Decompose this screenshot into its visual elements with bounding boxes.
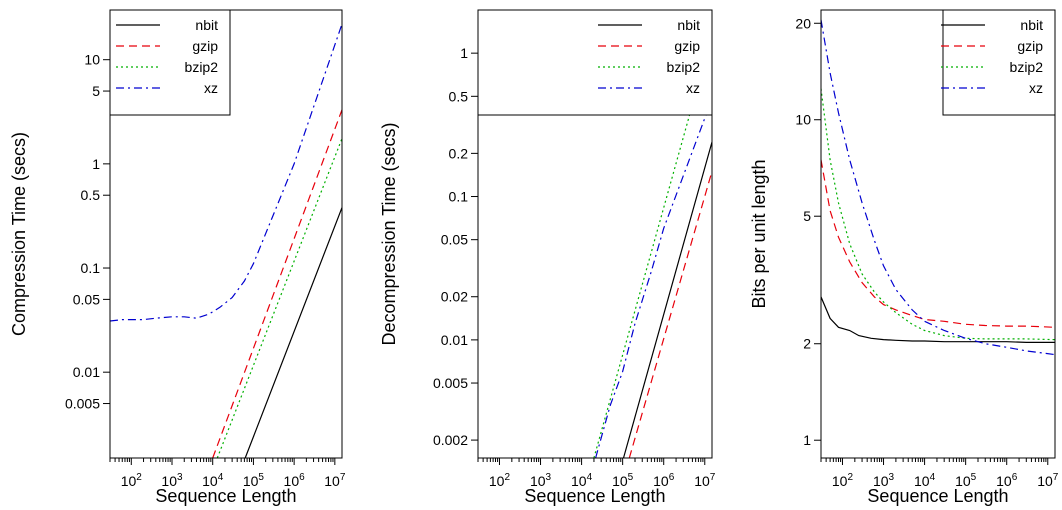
- x-tick-label: 102: [832, 472, 854, 489]
- y-tick-label: 10: [795, 112, 811, 128]
- y-tick-label: 1: [92, 156, 100, 172]
- y-tick-label: 0.2: [449, 145, 469, 161]
- legend: nbit gzip bzip2 xz: [477, 9, 713, 116]
- legend-label-nbit: nbit: [1020, 17, 1043, 33]
- series-line-gzip: [212, 109, 342, 458]
- x-tick-label: 104: [202, 472, 224, 489]
- y-tick-label: 0.02: [441, 289, 468, 305]
- legend-label-xz: xz: [686, 80, 700, 96]
- y-axis-label: Bits per unit length: [749, 159, 769, 308]
- series-line-nbit: [622, 141, 712, 458]
- x-axis-label: Sequence Length: [867, 486, 1008, 506]
- y-tick-label: 1: [460, 45, 468, 61]
- chart-panel-3: 102 103 104 105 106 107 1 2 5 10 20 Sequence Length…: [749, 9, 1059, 506]
- y-tick-label: 0.01: [73, 364, 100, 380]
- series-line-nbit: [821, 296, 1055, 343]
- y-tick-label: 0.1: [449, 189, 469, 205]
- x-tick-label: 105: [243, 472, 265, 489]
- y-tick-label: 5: [92, 83, 100, 99]
- y-tick-label: 0.01: [441, 332, 468, 348]
- y-tick-label: 20: [795, 15, 811, 31]
- y-tick-label: 0.5: [449, 88, 469, 104]
- plot-frame: [820, 9, 1056, 459]
- legend-label-bzip2: bzip2: [185, 59, 219, 75]
- y-tick-label: 10: [84, 52, 100, 68]
- y-axis-label: Compression Time (secs): [9, 132, 29, 336]
- x-tick-label: 103: [873, 472, 895, 489]
- legend-box: [942, 9, 1056, 116]
- legend-label-bzip2: bzip2: [667, 59, 701, 75]
- x-tick-label: 106: [653, 472, 675, 489]
- legend-label-bzip2: bzip2: [1010, 59, 1044, 75]
- chart-panel-1: 102 103 104 105 106 107 0.005 0.01 0.05 0.1 0.5 1 5 1…: [9, 9, 346, 506]
- x-tick-label: 105: [955, 472, 977, 489]
- chart-panel-2: 102 103 104 105 106 107 0.002 0.005 0.01 0.02 0.05…: [379, 9, 716, 506]
- legend: nbit gzip bzip2 xz: [109, 9, 231, 116]
- x-tick-label: 102: [489, 472, 511, 489]
- series-line-xz: [595, 98, 712, 458]
- legend-label-gzip: gzip: [1017, 38, 1043, 54]
- x-tick-label: 107: [1037, 472, 1059, 489]
- x-tick-label: 107: [694, 472, 716, 489]
- legend-box: [477, 9, 713, 116]
- y-tick-label: 0.05: [73, 291, 100, 307]
- series-line-xz: [821, 19, 1055, 356]
- x-tick-label: 104: [914, 472, 936, 489]
- series-line-gzip: [628, 171, 712, 458]
- series-line-xz: [110, 23, 342, 322]
- legend-label-gzip: gzip: [674, 38, 700, 54]
- y-tick-label: 1: [803, 432, 811, 448]
- x-tick-label: 106: [996, 472, 1018, 489]
- legend-label-nbit: nbit: [677, 17, 700, 33]
- x-tick-label: 103: [530, 472, 552, 489]
- y-tick-label: 0.1: [81, 260, 101, 276]
- y-tick-label: 0.002: [433, 432, 468, 448]
- x-axis-label: Sequence Length: [524, 486, 665, 506]
- series-line-bzip2: [821, 88, 1055, 341]
- legend-label-xz: xz: [1029, 80, 1043, 96]
- y-tick-label: 0.005: [65, 396, 100, 412]
- legend-label-xz: xz: [204, 80, 218, 96]
- y-axis-label: Decompression Time (secs): [379, 122, 399, 345]
- x-tick-label: 105: [612, 472, 634, 489]
- x-tick-label: 106: [284, 472, 306, 489]
- x-tick-label: 107: [324, 472, 346, 489]
- y-tick-label: 2: [803, 336, 811, 352]
- y-tick-label: 0.005: [433, 375, 468, 391]
- y-tick-label: 5: [803, 208, 811, 224]
- x-tick-label: 104: [571, 472, 593, 489]
- legend-label-nbit: nbit: [195, 17, 218, 33]
- series-line-gzip: [821, 159, 1055, 328]
- legend-label-gzip: gzip: [192, 38, 218, 54]
- x-tick-label: 102: [121, 472, 143, 489]
- series-line-bzip2: [216, 138, 342, 458]
- legend: nbit gzip bzip2 xz: [941, 9, 1056, 116]
- x-tick-label: 103: [161, 472, 183, 489]
- legend-box: [109, 9, 231, 116]
- y-tick-label: 0.5: [81, 187, 101, 203]
- x-axis-label: Sequence Length: [155, 486, 296, 506]
- y-tick-label: 0.05: [441, 232, 468, 248]
- series-line-nbit: [244, 207, 342, 458]
